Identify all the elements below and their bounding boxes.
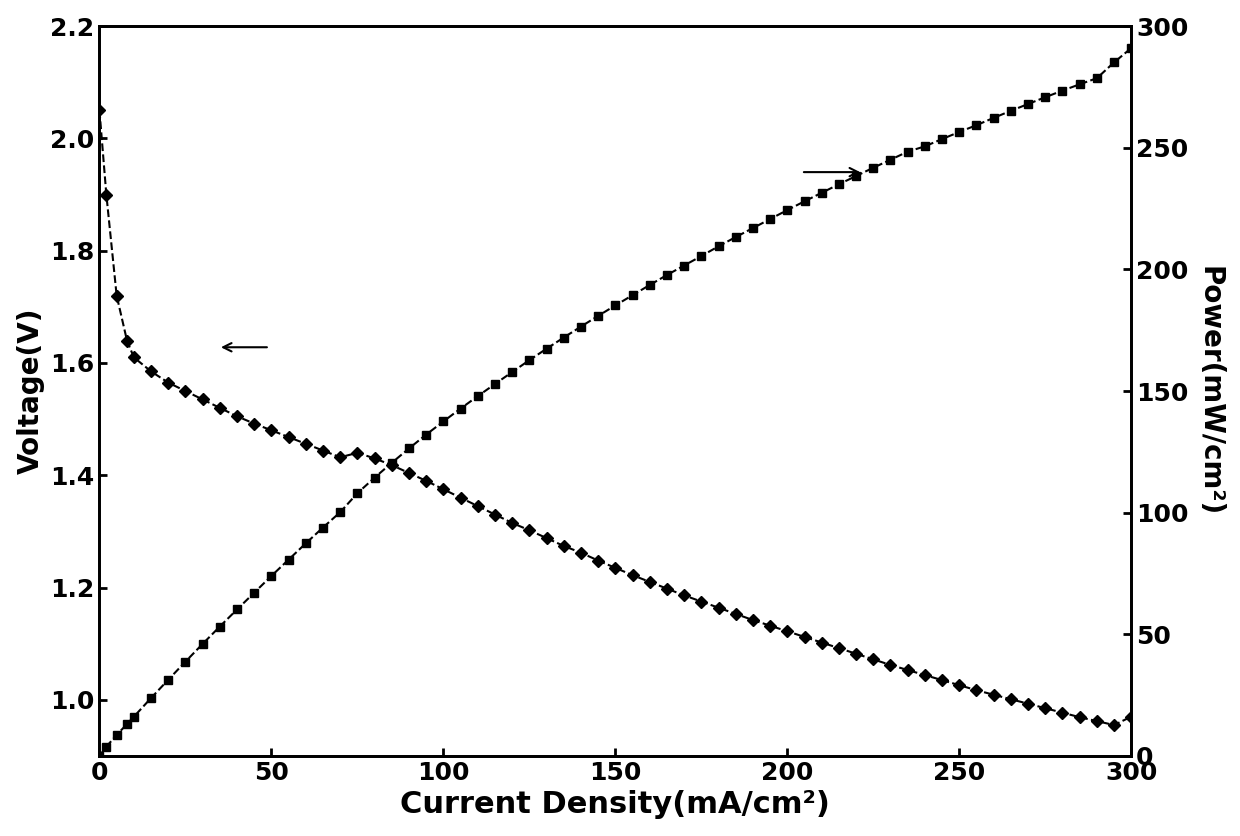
Y-axis label: Power(mW/cm²): Power(mW/cm²) [1195, 266, 1224, 516]
Y-axis label: Voltage(V): Voltage(V) [16, 308, 45, 474]
X-axis label: Current Density(mA/cm²): Current Density(mA/cm²) [401, 790, 831, 819]
